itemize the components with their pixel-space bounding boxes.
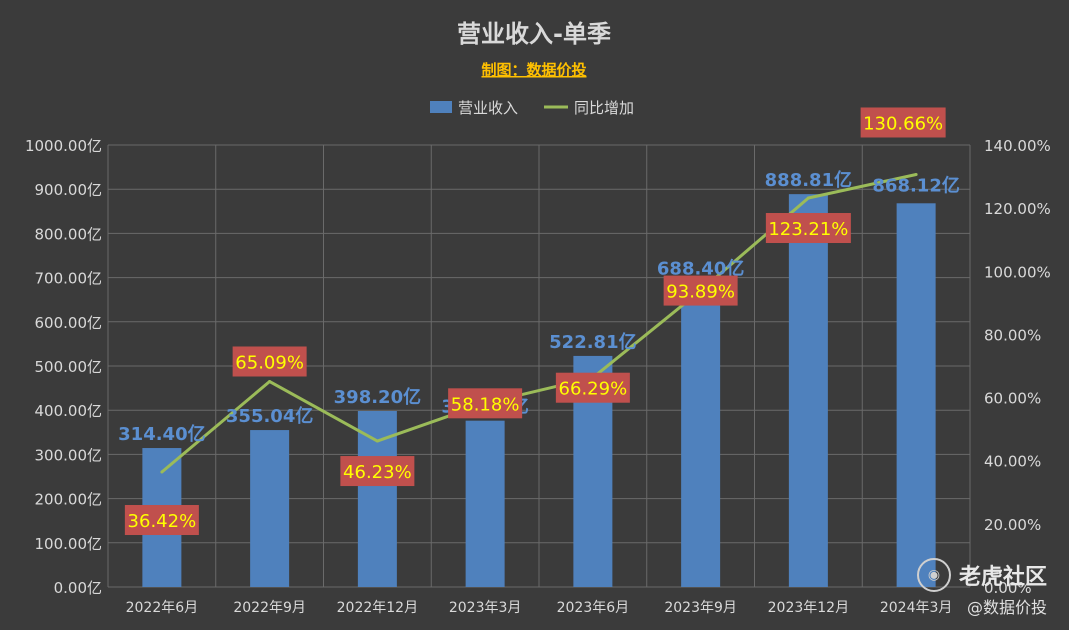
x-tick-label: 2023年6月 bbox=[557, 600, 630, 616]
pct-data-label: 93.89% bbox=[663, 275, 738, 306]
pct-data-label: 130.66% bbox=[860, 107, 946, 138]
tiger-logo-icon: ◉ bbox=[916, 558, 951, 592]
x-tick-label: 2022年6月 bbox=[126, 600, 199, 616]
legend-label-line: 同比增加 bbox=[574, 99, 634, 117]
pct-label-text: 130.66% bbox=[863, 113, 943, 134]
y-right-tick-label: 100.00% bbox=[984, 263, 1051, 281]
watermark-author: @数据价投 bbox=[966, 598, 1047, 617]
line-point bbox=[160, 470, 164, 474]
bar-data-label: 355.04亿 bbox=[226, 405, 313, 427]
bar bbox=[465, 420, 505, 587]
y-right-tick-label: 140.00% bbox=[984, 137, 1051, 155]
x-tick-label: 2023年9月 bbox=[664, 600, 737, 616]
pct-data-label: 123.21% bbox=[765, 213, 851, 244]
line-point bbox=[914, 172, 918, 176]
y-left-tick-label: 500.00亿 bbox=[35, 358, 103, 376]
y-left-tick-label: 100.00亿 bbox=[35, 535, 103, 553]
y-left-tick-label: 300.00亿 bbox=[35, 446, 103, 464]
pct-label-text: 46.23% bbox=[343, 462, 412, 483]
pct-label-box bbox=[555, 372, 630, 403]
chart-title: 营业收入-单季 bbox=[457, 20, 611, 48]
bar bbox=[896, 203, 936, 587]
bar-data-label: 688.40亿 bbox=[657, 258, 744, 280]
pct-label-text: 58.18% bbox=[451, 394, 520, 415]
pct-label-text: 123.21% bbox=[768, 219, 848, 240]
y-right-tick-label: 0.00% bbox=[984, 579, 1032, 597]
x-tick-label: 2022年9月 bbox=[233, 600, 306, 616]
line-point bbox=[375, 439, 379, 443]
pct-data-label: 58.18% bbox=[448, 388, 523, 419]
y-left-tick-label: 1000.00亿 bbox=[25, 137, 102, 155]
pct-data-label: 65.09% bbox=[232, 346, 307, 377]
x-tick-label: 2023年3月 bbox=[449, 600, 522, 616]
line-point bbox=[268, 380, 272, 384]
pct-label-box bbox=[448, 388, 523, 419]
bar-data-label: 868.12亿 bbox=[872, 174, 959, 196]
watermark-brand: 老虎社区 bbox=[958, 565, 1047, 590]
watermark: ◉ 老虎社区 @数据价投 bbox=[916, 558, 1047, 618]
pct-label-box bbox=[663, 275, 738, 306]
pct-data-label: 36.42% bbox=[124, 505, 199, 536]
x-tick-label: 2024年3月 bbox=[880, 600, 953, 616]
x-tick-label: 2022年12月 bbox=[337, 600, 418, 616]
bar-data-label: 398.20亿 bbox=[334, 386, 421, 408]
y-left-tick-label: 400.00亿 bbox=[35, 402, 103, 420]
pct-label-text: 36.42% bbox=[128, 511, 197, 532]
bar bbox=[250, 430, 290, 587]
pct-label-box bbox=[860, 107, 946, 138]
legend-swatch-bar bbox=[430, 101, 452, 113]
y-left-tick-label: 900.00亿 bbox=[35, 181, 103, 199]
legend bbox=[430, 101, 568, 113]
bar-data-label: 522.81亿 bbox=[549, 331, 636, 353]
bar bbox=[788, 194, 828, 587]
legend-label-bar: 营业收入 bbox=[458, 99, 518, 117]
y-right-tick-label: 20.00% bbox=[984, 516, 1041, 534]
y-right-tick-label: 80.00% bbox=[984, 326, 1041, 344]
bar-data-label: 888.81亿 bbox=[765, 169, 852, 191]
pct-label-box bbox=[232, 346, 307, 377]
y-right-tick-label: 120.00% bbox=[984, 200, 1051, 218]
y-left-tick-label: 800.00亿 bbox=[35, 225, 103, 243]
y-right-tick-label: 60.00% bbox=[984, 390, 1041, 408]
y-left-tick-label: 200.00亿 bbox=[35, 491, 103, 509]
pct-label-text: 65.09% bbox=[235, 353, 304, 374]
pct-label-text: 66.29% bbox=[559, 379, 628, 400]
pct-label-text: 93.89% bbox=[666, 282, 735, 303]
bar bbox=[681, 282, 721, 587]
gridlines bbox=[107, 144, 971, 588]
chart-subtitle: 制图：数据价投 bbox=[481, 61, 586, 79]
y-left-tick-label: 600.00亿 bbox=[35, 314, 103, 332]
pct-data-label: 66.29% bbox=[555, 372, 630, 403]
pct-label-box bbox=[340, 456, 415, 487]
y-left-tick-label: 700.00亿 bbox=[35, 270, 103, 288]
pct-label-box bbox=[124, 505, 199, 536]
y-left-tick-label: 0.00亿 bbox=[54, 579, 102, 597]
x-tick-label: 2023年12月 bbox=[768, 600, 849, 616]
y-right-tick-label: 40.00% bbox=[984, 453, 1041, 471]
line-point bbox=[806, 196, 810, 200]
pct-data-label: 46.23% bbox=[340, 456, 415, 487]
pct-label-box bbox=[765, 213, 851, 244]
bar-data-label: 314.40亿 bbox=[118, 423, 205, 445]
